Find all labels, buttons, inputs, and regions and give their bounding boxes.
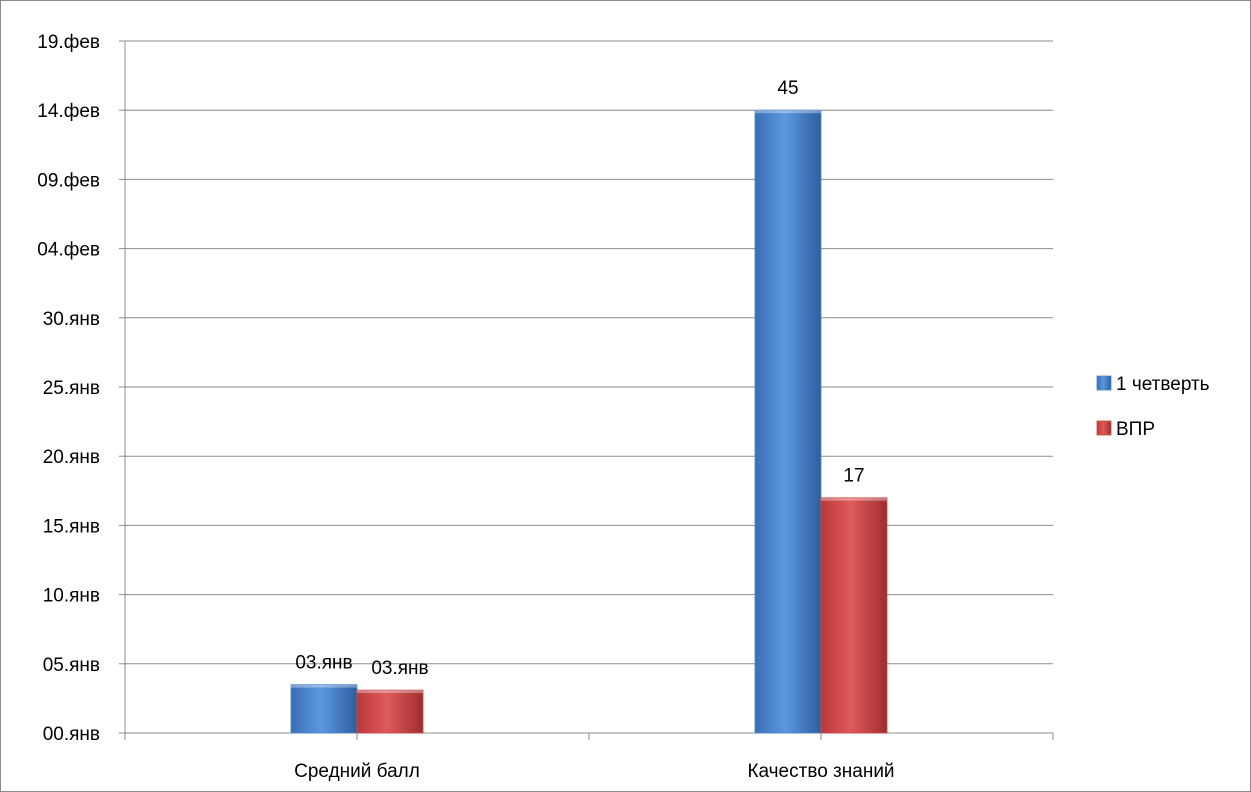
data-label: 45 (777, 78, 798, 99)
bar-highlight (291, 684, 357, 688)
y-tick-label: 30.янв (43, 309, 100, 330)
y-tick-label: 09.фев (37, 170, 100, 191)
bar-highlight (755, 110, 821, 114)
bar-highlight (357, 690, 423, 694)
y-tick-label: 04.фев (37, 240, 100, 261)
data-label: 03.янв (371, 658, 428, 679)
y-tick-label: 19.фев (37, 32, 100, 53)
bar-highlight (821, 497, 887, 501)
legend-label: ВПР (1116, 419, 1155, 440)
x-category-label: Средний балл (294, 761, 420, 782)
legend: 1 четверть ВПР (1096, 374, 1210, 440)
legend-swatch (1096, 420, 1112, 436)
bar (290, 684, 358, 734)
data-label: 03.янв (295, 653, 352, 674)
y-tick-label: 20.янв (43, 447, 100, 468)
y-tick-label: 25.янв (43, 378, 100, 399)
data-label: 17 (843, 466, 864, 487)
y-tick-label: 00.янв (43, 724, 100, 745)
bar (820, 497, 888, 734)
axes (119, 40, 1054, 740)
x-category-label: Качество знаний (747, 761, 894, 782)
gridlines (125, 40, 1053, 665)
y-tick-label: 05.янв (43, 655, 100, 676)
legend-swatch (1096, 375, 1112, 391)
labels: 00.янв 05.янв 10.янв 15.янв 20.янв 25.янв 30.я… (37, 32, 894, 782)
y-tick-label: 15.янв (43, 516, 100, 537)
bars (290, 109, 888, 734)
bar (754, 109, 822, 734)
bar (356, 689, 424, 734)
y-tick-label: 10.янв (43, 586, 100, 607)
legend-label: 1 четверть (1116, 374, 1210, 395)
y-tick-label: 14.фев (37, 101, 100, 122)
